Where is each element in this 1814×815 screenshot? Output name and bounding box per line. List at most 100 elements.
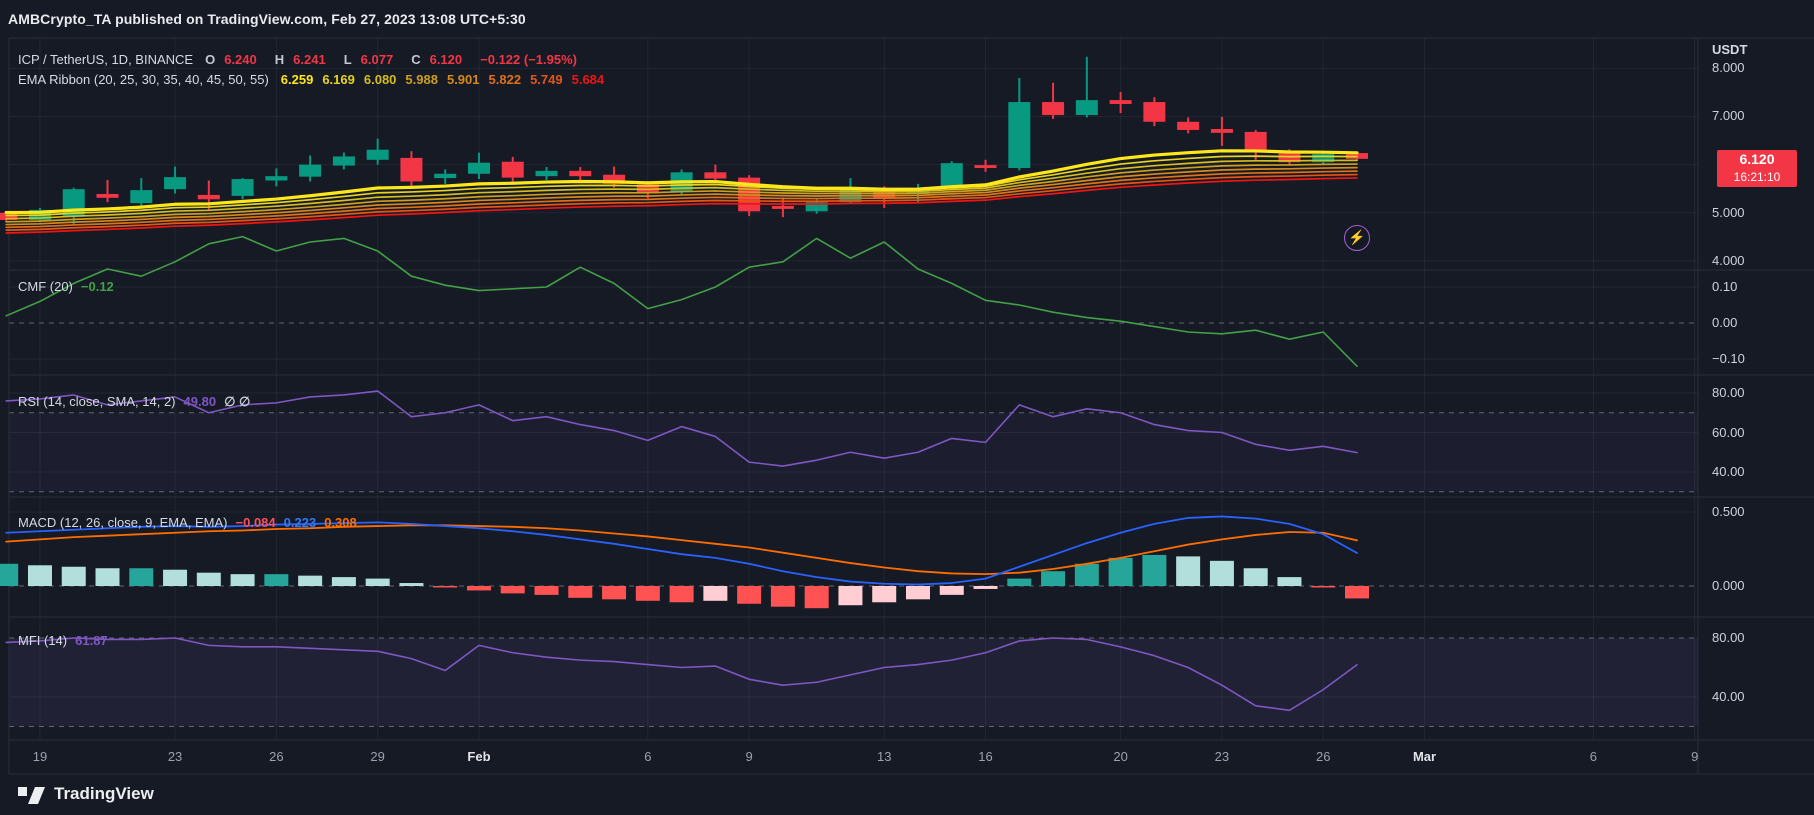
macd-histogram-bar — [737, 586, 762, 604]
candle — [366, 149, 389, 160]
time-axis-label: 6 — [644, 749, 652, 764]
macd-value: −0.084 — [235, 515, 276, 530]
macd-histogram-bar — [602, 586, 627, 600]
candle — [1177, 121, 1200, 130]
rsi-smoothing-empty: ∅ ∅ — [224, 394, 251, 409]
time-axis-label: 9 — [745, 749, 753, 764]
macd-histogram-bar — [568, 586, 593, 598]
macd-histogram-bar — [1311, 586, 1336, 588]
candle — [1109, 100, 1132, 104]
price-axis-label: 0.10 — [1712, 279, 1738, 294]
mfi-title: MFI (14) — [18, 633, 68, 648]
macd-histogram-bar — [804, 586, 829, 609]
mfi-value: 61.87 — [75, 633, 108, 648]
candle — [535, 170, 558, 177]
macd-histogram-bar — [1345, 586, 1369, 599]
macd-histogram-bar — [1243, 568, 1268, 586]
price-axis-label: 5.000 — [1712, 204, 1745, 220]
candle — [400, 157, 423, 182]
candle — [1042, 102, 1065, 116]
macd-title: MACD (12, 26, close, 9, EMA, EMA) — [18, 515, 228, 530]
price-axis-label: 40.00 — [1712, 464, 1745, 479]
ema-ribbon-values: 6.259 6.169 6.080 5.988 5.901 5.822 5.749 5.684 — [281, 72, 613, 87]
candle — [501, 161, 524, 178]
time-axis-label: 13 — [876, 749, 892, 764]
macd-histogram-bar — [1074, 563, 1099, 586]
candle — [1210, 129, 1233, 133]
countdown-timer: 16:21:10 — [1733, 170, 1781, 184]
tradingview-logo-text: TradingView — [54, 784, 154, 803]
candle — [1143, 102, 1166, 122]
time-axis-label: 16 — [978, 749, 993, 764]
macd-histogram-bar — [669, 586, 694, 603]
ema-value: 5.749 — [530, 72, 563, 87]
macd-histogram-bar — [939, 586, 964, 595]
time-axis-label: Feb — [467, 749, 491, 764]
time-axis-label: 26 — [1315, 749, 1331, 764]
ema-value: 6.259 — [280, 72, 314, 87]
ohlc-values: O 6.240 H 6.241 L 6.077 C 6.120 — [205, 52, 480, 67]
macd-histogram-bar — [973, 586, 998, 589]
price-axis-label: 0.500 — [1712, 504, 1745, 519]
ema-ribbon-legend: EMA Ribbon (20, 25, 30, 35, 40, 45, 50, … — [18, 72, 613, 87]
candle — [569, 170, 592, 177]
quick-trade-lightning-button[interactable]: ⚡ — [1344, 225, 1370, 251]
ema-value: 5.901 — [446, 72, 480, 87]
candle — [805, 202, 828, 212]
macd-histogram-bar — [1142, 554, 1167, 586]
time-axis-label: 23 — [1214, 749, 1230, 764]
ohlc-item: H 6.241 — [274, 52, 326, 67]
rsi-title: RSI (14, close, SMA, 14, 2) — [18, 394, 176, 409]
candle — [1312, 154, 1335, 163]
macd-histogram-bar — [61, 566, 86, 586]
price-axis-label: −0.10 — [1712, 351, 1745, 366]
price-axis-label: 80.00 — [1712, 630, 1745, 645]
time-axis-label: 9 — [1691, 749, 1699, 764]
candle — [974, 165, 997, 168]
symbol-legend: ICP / TetherUS, 1D, BINANCE O 6.240 H 6.241 L… — [18, 52, 577, 67]
candle — [130, 190, 153, 204]
candle — [164, 177, 187, 190]
time-axis-label: 20 — [1113, 749, 1128, 764]
macd-histogram-bar — [1007, 578, 1032, 586]
cmf-value: −0.12 — [80, 279, 114, 294]
ema-ribbon-title: EMA Ribbon (20, 25, 30, 35, 40, 45, 50, … — [18, 72, 269, 87]
price-axis-label: 0.000 — [1712, 578, 1745, 593]
macd-histogram-bar — [1277, 577, 1302, 586]
macd-histogram-bar — [466, 586, 491, 591]
macd-histogram-bar — [635, 586, 660, 601]
candle — [467, 162, 490, 174]
cmf-title: CMF (20) — [18, 279, 73, 294]
price-axis-label: 4.000 — [1712, 252, 1745, 268]
mfi-legend: MFI (14) 61.87 — [18, 633, 108, 648]
macd-histogram-bar — [331, 577, 356, 586]
macd-histogram-bar — [0, 563, 19, 586]
lightning-icon: ⚡ — [1348, 229, 1366, 245]
candle — [771, 206, 794, 209]
macd-histogram-bar — [872, 586, 897, 603]
ema-value: 5.822 — [488, 72, 522, 87]
macd-histogram-bar — [838, 586, 863, 606]
candle — [704, 172, 727, 179]
macd-histogram-bar — [196, 572, 221, 586]
candle — [603, 174, 626, 184]
tradingview-logo-icon — [18, 787, 45, 804]
time-axis-label: 29 — [370, 749, 385, 764]
candle — [197, 194, 220, 200]
macd-histogram-bar — [264, 574, 289, 586]
macd-histogram-bar — [95, 568, 120, 586]
macd-histogram-bar — [399, 583, 424, 586]
candle — [1075, 100, 1098, 116]
macd-values: −0.084 0.223 0.308 — [236, 515, 365, 530]
macd-legend: MACD (12, 26, close, 9, EMA, EMA) −0.084 0… — [18, 515, 365, 530]
macd-histogram-bar — [1209, 560, 1234, 586]
candle — [1008, 102, 1031, 168]
price-axis-label: 0.00 — [1712, 315, 1738, 330]
ohlc-item: L 6.077 — [343, 52, 394, 67]
last-price: 6.120 — [1739, 151, 1775, 167]
macd-histogram-bar — [27, 565, 52, 586]
macd-histogram-bar — [1176, 556, 1201, 586]
attribution-text: AMBCrypto_TA published on TradingView.co… — [8, 11, 526, 27]
